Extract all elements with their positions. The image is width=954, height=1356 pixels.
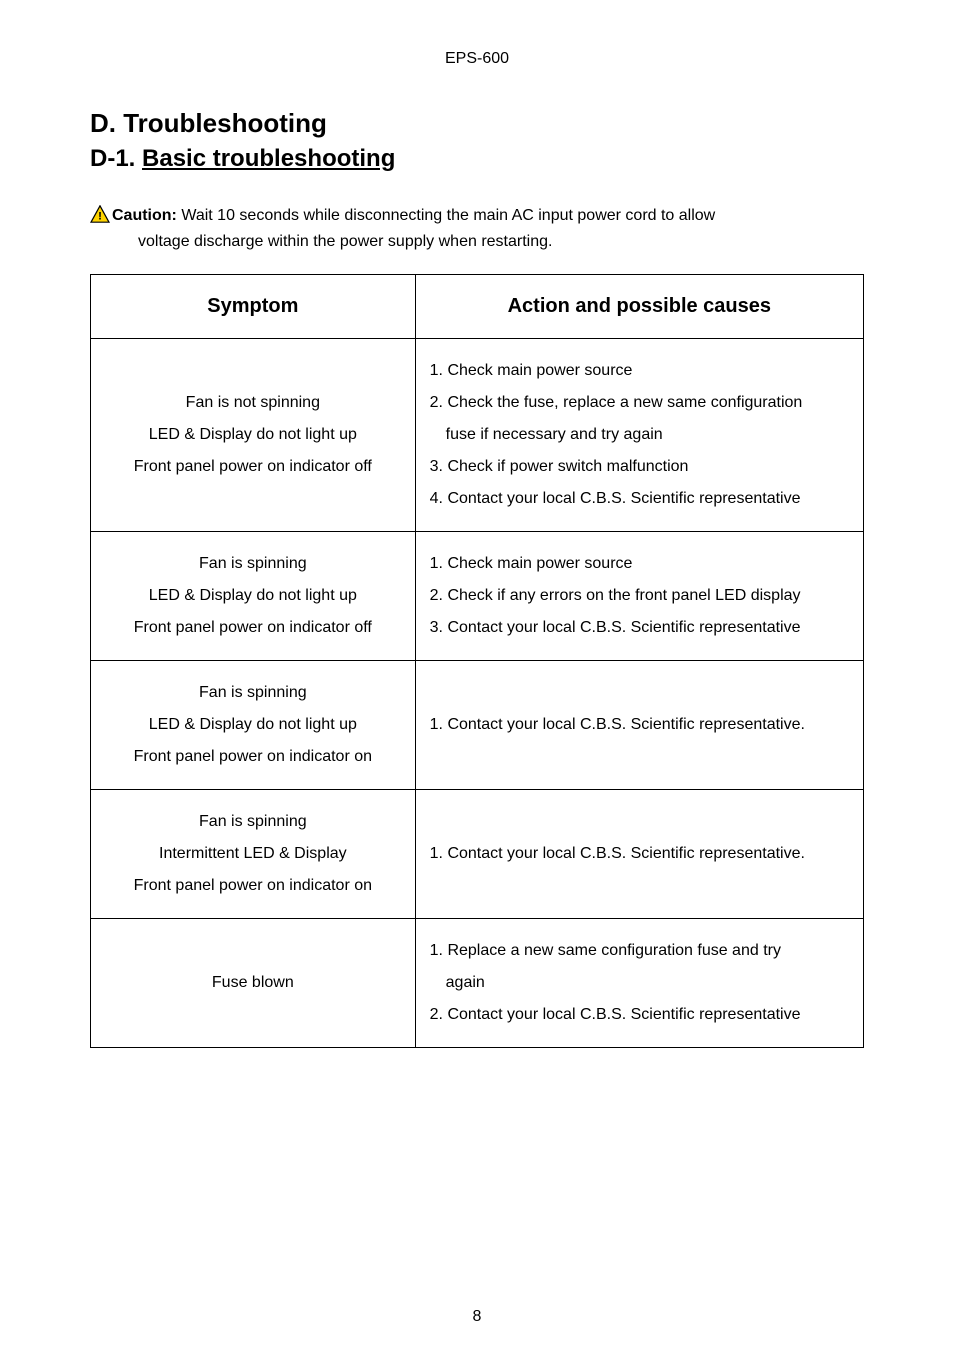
caution-text-line1: Caution: Wait 10 seconds while disconnec… [112,203,864,229]
troubleshooting-table: Symptom Action and possible causes Fan i… [90,274,864,1048]
action-cell: 1. Contact your local C.B.S. Scientific … [415,790,863,919]
page-container: EPS-600 D. Troubleshooting D-1. Basic tr… [0,0,954,1356]
symptom-line: Front panel power on indicator on [105,741,401,773]
table-row: Fan is spinning LED & Display do not lig… [91,661,864,790]
caution-label: Caution: [112,207,177,224]
symptom-line: Intermittent LED & Display [105,838,401,870]
table-row: Fan is not spinning LED & Display do not… [91,339,864,532]
action-line: 2. Check if any errors on the front pane… [430,580,849,612]
action-cell: 1. Replace a new same configuration fuse… [415,919,863,1048]
action-line: 1. Check main power source [430,548,849,580]
action-cell: 1. Check main power source 2. Check if a… [415,532,863,661]
symptom-cell: Fan is not spinning LED & Display do not… [91,339,416,532]
svg-text:!: ! [98,211,102,223]
action-line: 4. Contact your local C.B.S. Scientific … [430,483,849,515]
caution-rest: Wait 10 seconds while disconnecting the … [177,207,715,224]
action-cell: 1. Check main power source 2. Check the … [415,339,863,532]
symptom-line: Fan is not spinning [105,387,401,419]
symptom-line: LED & Display do not light up [105,580,401,612]
symptom-line: LED & Display do not light up [105,419,401,451]
action-line: 1. Replace a new same configuration fuse… [430,935,849,967]
caution-block: ! Caution: Wait 10 seconds while disconn… [90,203,864,254]
heading-d: D. Troubleshooting [90,108,864,139]
heading-d1-prefix: D-1. [90,145,142,172]
symptom-line: Fan is spinning [105,548,401,580]
table-header-row: Symptom Action and possible causes [91,275,864,339]
symptom-line: LED & Display do not light up [105,709,401,741]
symptom-cell: Fan is spinning LED & Display do not lig… [91,532,416,661]
action-line: 2. Check the fuse, replace a new same co… [430,387,849,419]
action-line-cont: again [430,967,849,999]
col-header-action: Action and possible causes [415,275,863,339]
action-line: 2. Contact your local C.B.S. Scientific … [430,999,849,1031]
caution-line1: ! Caution: Wait 10 seconds while disconn… [90,203,864,229]
symptom-cell: Fan is spinning LED & Display do not lig… [91,661,416,790]
col-header-symptom: Symptom [91,275,416,339]
symptom-line: Fan is spinning [105,806,401,838]
action-line: 3. Check if power switch malfunction [430,451,849,483]
table-row: Fan is spinning Intermittent LED & Displ… [91,790,864,919]
page-number: 8 [0,1308,954,1326]
action-line: 3. Contact your local C.B.S. Scientific … [430,612,849,644]
symptom-line: Front panel power on indicator off [105,612,401,644]
symptom-line: Front panel power on indicator off [105,451,401,483]
action-cell: 1. Contact your local C.B.S. Scientific … [415,661,863,790]
heading-d1: D-1. Basic troubleshooting [90,145,864,173]
table-row: Fuse blown 1. Replace a new same configu… [91,919,864,1048]
symptom-line: Front panel power on indicator on [105,870,401,902]
action-line: 1. Contact your local C.B.S. Scientific … [430,709,849,741]
warning-triangle-icon: ! [90,205,110,223]
action-line-cont: fuse if necessary and try again [430,419,849,451]
symptom-line: Fan is spinning [105,677,401,709]
action-line: 1. Contact your local C.B.S. Scientific … [430,838,849,870]
symptom-line: Fuse blown [105,967,401,999]
symptom-cell: Fan is spinning Intermittent LED & Displ… [91,790,416,919]
document-model-header: EPS-600 [90,50,864,68]
action-line: 1. Check main power source [430,355,849,387]
table-row: Fan is spinning LED & Display do not lig… [91,532,864,661]
caution-text-line2: voltage discharge within the power suppl… [138,229,864,255]
symptom-cell: Fuse blown [91,919,416,1048]
heading-d1-underline: Basic troubleshooting [142,145,395,172]
